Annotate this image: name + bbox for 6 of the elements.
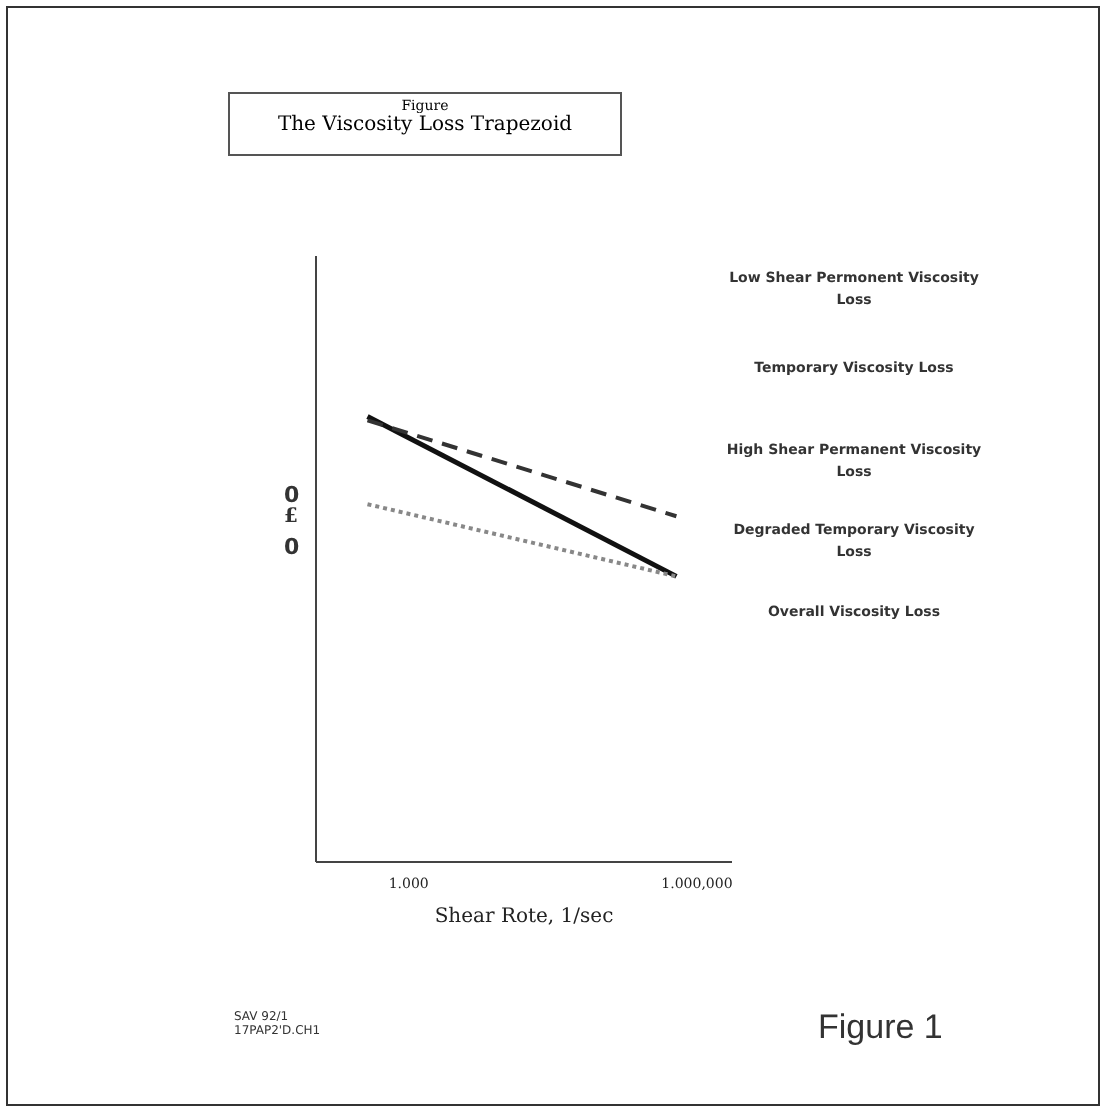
text: £ <box>284 504 300 532</box>
x-axis-title: Shear Rote, 1/sec <box>434 906 615 928</box>
caption: Figure 1 <box>818 1006 945 1050</box>
text: 0 <box>284 532 302 564</box>
text: 0 <box>284 480 302 508</box>
chart-subtitle: The Viscosity Loss Trapezoid <box>275 114 575 136</box>
